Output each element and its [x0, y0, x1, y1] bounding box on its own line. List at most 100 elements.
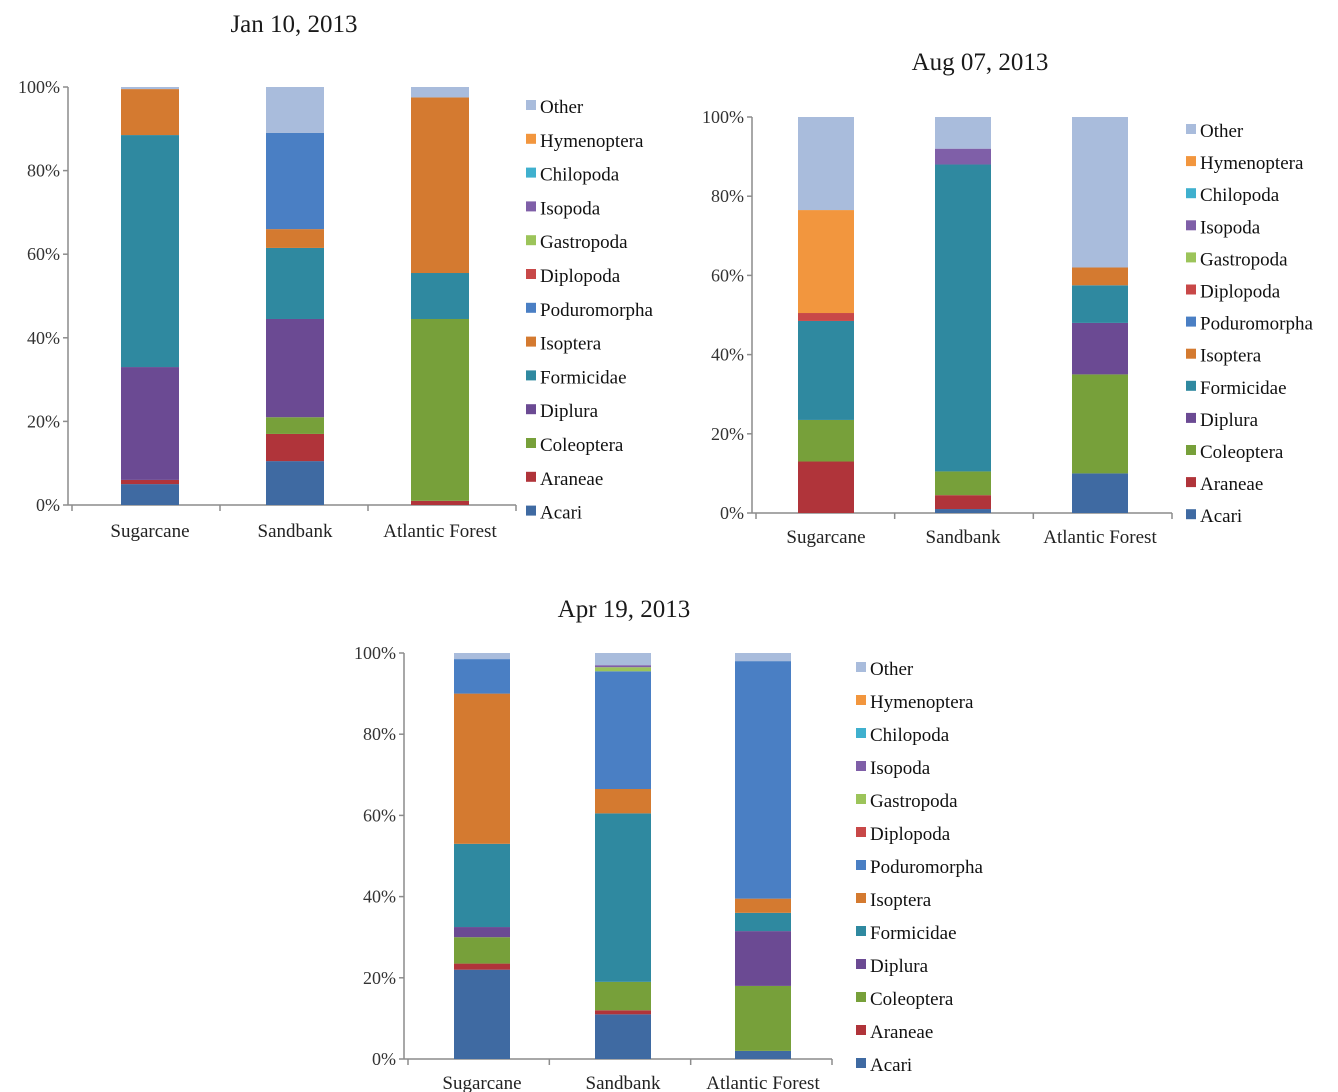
y-tick-label: 100%: [354, 643, 396, 663]
y-tick-label: 100%: [702, 107, 744, 127]
legend-swatch-acari: [1186, 509, 1196, 520]
y-tick-label: 80%: [363, 724, 396, 744]
legend-swatch-hymenoptera: [1186, 156, 1196, 167]
x-category-label: Sandbank: [258, 521, 333, 542]
y-tick-label: 60%: [27, 244, 60, 264]
legend-swatch-acari: [856, 1058, 866, 1068]
y-tick-label: 80%: [27, 161, 60, 181]
legend-swatch-diplopoda: [856, 827, 866, 837]
legend-swatch-poduromorpha: [1186, 316, 1196, 327]
legend-label-hymenoptera: Hymenoptera: [1200, 153, 1304, 174]
legend-label-chilopoda: Chilopoda: [1200, 185, 1280, 206]
bar-segment-sandbank-diplura: [266, 318, 324, 418]
legend-label-araneae: Araneae: [870, 1022, 933, 1043]
bar-segment-atlantic-forest-isoptera: [1072, 267, 1128, 286]
legend-label-hymenoptera: Hymenoptera: [540, 131, 644, 152]
y-tick-label: 80%: [711, 186, 744, 206]
bar-segment-sugarcane-coleoptera: [798, 419, 854, 462]
bar-segment-sugarcane-diplopoda: [798, 313, 854, 321]
bar-segment-sugarcane-isoptera: [121, 89, 179, 136]
legend-swatch-coleoptera: [1186, 445, 1196, 455]
legend-swatch-diplopoda: [1186, 284, 1196, 295]
bar-segment-sugarcane-hymenoptera: [798, 210, 854, 314]
legend-swatch-poduromorpha: [856, 860, 866, 870]
legend-label-isopoda: Isopoda: [1200, 217, 1261, 238]
bar-segment-sandbank-araneae: [935, 495, 991, 510]
legend-label-hymenoptera: Hymenoptera: [870, 692, 974, 713]
chart-title: Apr 19, 2013: [558, 596, 691, 623]
bar-segment-sandbank-other: [595, 653, 651, 666]
legend-swatch-araneae: [526, 471, 536, 482]
legend-swatch-hymenoptera: [526, 133, 536, 144]
legend-label-isoptera: Isoptera: [1200, 346, 1262, 367]
legend-swatch-diplopoda: [526, 269, 536, 279]
bar-segment-sandbank-isopoda: [935, 148, 991, 165]
chart-title: Aug 07, 2013: [912, 49, 1049, 76]
legend-swatch-diplura: [526, 404, 536, 415]
x-category-label: Sugarcane: [110, 521, 189, 542]
bar-segment-atlantic-forest-formicidae: [411, 273, 469, 319]
bar-segment-sugarcane-coleoptera: [454, 937, 510, 964]
bar-segment-sandbank-araneae: [595, 1010, 651, 1015]
bar-segment-atlantic-forest-poduromorpha: [735, 661, 791, 899]
legend-swatch-isopoda: [526, 201, 536, 212]
x-category-label: Sandbank: [586, 1073, 661, 1092]
bar-segment-sugarcane-other: [121, 87, 179, 90]
bar-segment-atlantic-forest-isoptera: [735, 898, 791, 913]
bar-segment-sugarcane-formicidae: [454, 843, 510, 928]
bar-segment-sandbank-coleoptera: [595, 981, 651, 1011]
bar-segment-sandbank-formicidae: [595, 813, 651, 982]
bar-segment-atlantic-forest-diplura: [1072, 322, 1128, 375]
y-tick-label: 40%: [711, 345, 744, 365]
y-tick-label: 20%: [27, 411, 60, 431]
legend-label-isopoda: Isopoda: [870, 758, 931, 779]
bar-segment-sandbank-coleoptera: [266, 417, 324, 434]
bar-segment-sugarcane-formicidae: [798, 320, 854, 420]
x-category-label: Sugarcane: [786, 527, 865, 548]
x-category-label: Sugarcane: [442, 1073, 521, 1092]
bar-segment-sugarcane-other: [798, 117, 854, 211]
bar-segment-sugarcane-acari: [454, 969, 510, 1059]
legend-swatch-gastropoda: [526, 235, 536, 246]
legend-label-acari: Acari: [870, 1055, 912, 1076]
legend-swatch-gastropoda: [856, 794, 866, 804]
bar-segment-sandbank-acari: [595, 1014, 651, 1059]
legend-swatch-chilopoda: [526, 167, 536, 178]
y-tick-label: 20%: [363, 968, 396, 988]
bar-segment-sugarcane-araneae: [121, 479, 179, 485]
bar-segment-atlantic-forest-coleoptera: [1072, 374, 1128, 474]
legend-swatch-poduromorpha: [526, 302, 536, 313]
y-tick-label: 0%: [720, 503, 744, 523]
legend-label-poduromorpha: Poduromorpha: [540, 300, 654, 321]
legend: Other Hymenoptera Chilopoda Isopoda Gastropo…: [1186, 121, 1314, 527]
bar-segment-sugarcane-formicidae: [121, 135, 179, 368]
bar-segment-atlantic-forest-diplura: [735, 931, 791, 986]
legend-swatch-isopoda: [1186, 220, 1196, 231]
legend-label-coleoptera: Coleoptera: [1200, 442, 1284, 463]
legend-label-formicidae: Formicidae: [1200, 378, 1287, 399]
x-category-label: Atlantic Forest: [1043, 527, 1157, 548]
legend: Other Hymenoptera Chilopoda Isopoda Gastropo…: [526, 97, 654, 524]
bar-segment-atlantic-forest-araneae: [411, 500, 469, 505]
legend-label-diplura: Diplura: [870, 956, 929, 977]
x-category-label: Sandbank: [926, 527, 1001, 548]
bar-segment-sandbank-coleoptera: [935, 471, 991, 496]
legend-label-poduromorpha: Poduromorpha: [870, 857, 984, 878]
bar-segment-atlantic-forest-other: [411, 87, 469, 98]
legend-swatch-chilopoda: [856, 728, 866, 738]
legend-label-chilopoda: Chilopoda: [540, 165, 620, 186]
bar-segment-atlantic-forest-other: [1072, 117, 1128, 268]
y-tick-label: 20%: [711, 424, 744, 444]
legend-label-isoptera: Isoptera: [870, 890, 932, 911]
legend-label-isoptera: Isoptera: [540, 334, 602, 355]
bar-segment-atlantic-forest-isoptera: [411, 97, 469, 274]
bar-segment-sugarcane-araneae: [798, 461, 854, 513]
bar-segment-sandbank-other: [935, 117, 991, 149]
bar-segment-atlantic-forest-coleoptera: [735, 985, 791, 1051]
legend-swatch-araneae: [1186, 477, 1196, 488]
bar-segment-sugarcane-araneae: [454, 963, 510, 970]
y-tick-label: 0%: [36, 495, 60, 515]
bar-segment-sandbank-gastropoda: [595, 667, 651, 672]
bar-segment-sugarcane-diplura: [454, 927, 510, 938]
legend-label-coleoptera: Coleoptera: [540, 435, 624, 456]
